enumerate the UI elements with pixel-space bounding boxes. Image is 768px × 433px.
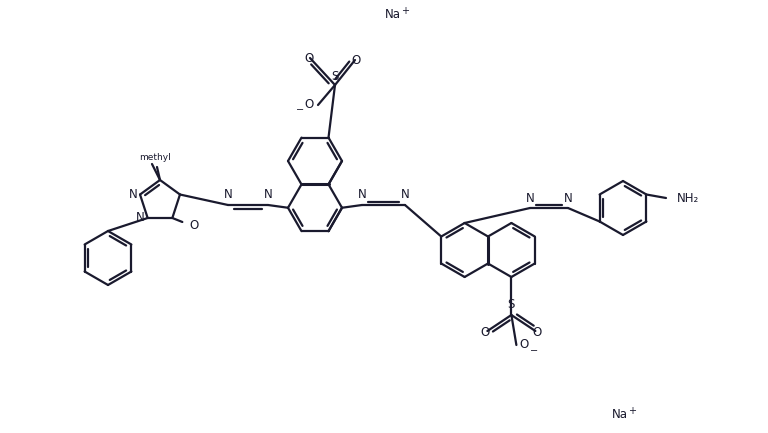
Text: −: − (531, 346, 538, 356)
Text: NH₂: NH₂ (677, 191, 699, 204)
Text: N: N (136, 211, 145, 224)
Text: N: N (564, 191, 572, 204)
Text: O: O (520, 339, 529, 352)
Text: O: O (190, 220, 199, 233)
Text: O: O (304, 98, 313, 112)
Text: +: + (628, 406, 636, 416)
Text: methyl: methyl (139, 152, 170, 162)
Text: S: S (331, 70, 339, 83)
Text: O: O (352, 54, 361, 67)
Text: N: N (223, 188, 233, 201)
Text: O: O (481, 326, 490, 339)
Text: N: N (358, 188, 366, 201)
Text: N: N (129, 188, 137, 201)
Text: Na: Na (385, 9, 401, 22)
Text: Na: Na (612, 408, 628, 421)
Text: S: S (508, 298, 515, 311)
Text: N: N (525, 191, 535, 204)
Text: +: + (401, 6, 409, 16)
Text: N: N (263, 188, 273, 201)
Text: N: N (401, 188, 409, 201)
Text: O: O (533, 326, 542, 339)
Text: O: O (304, 52, 313, 65)
Text: −: − (296, 105, 304, 115)
